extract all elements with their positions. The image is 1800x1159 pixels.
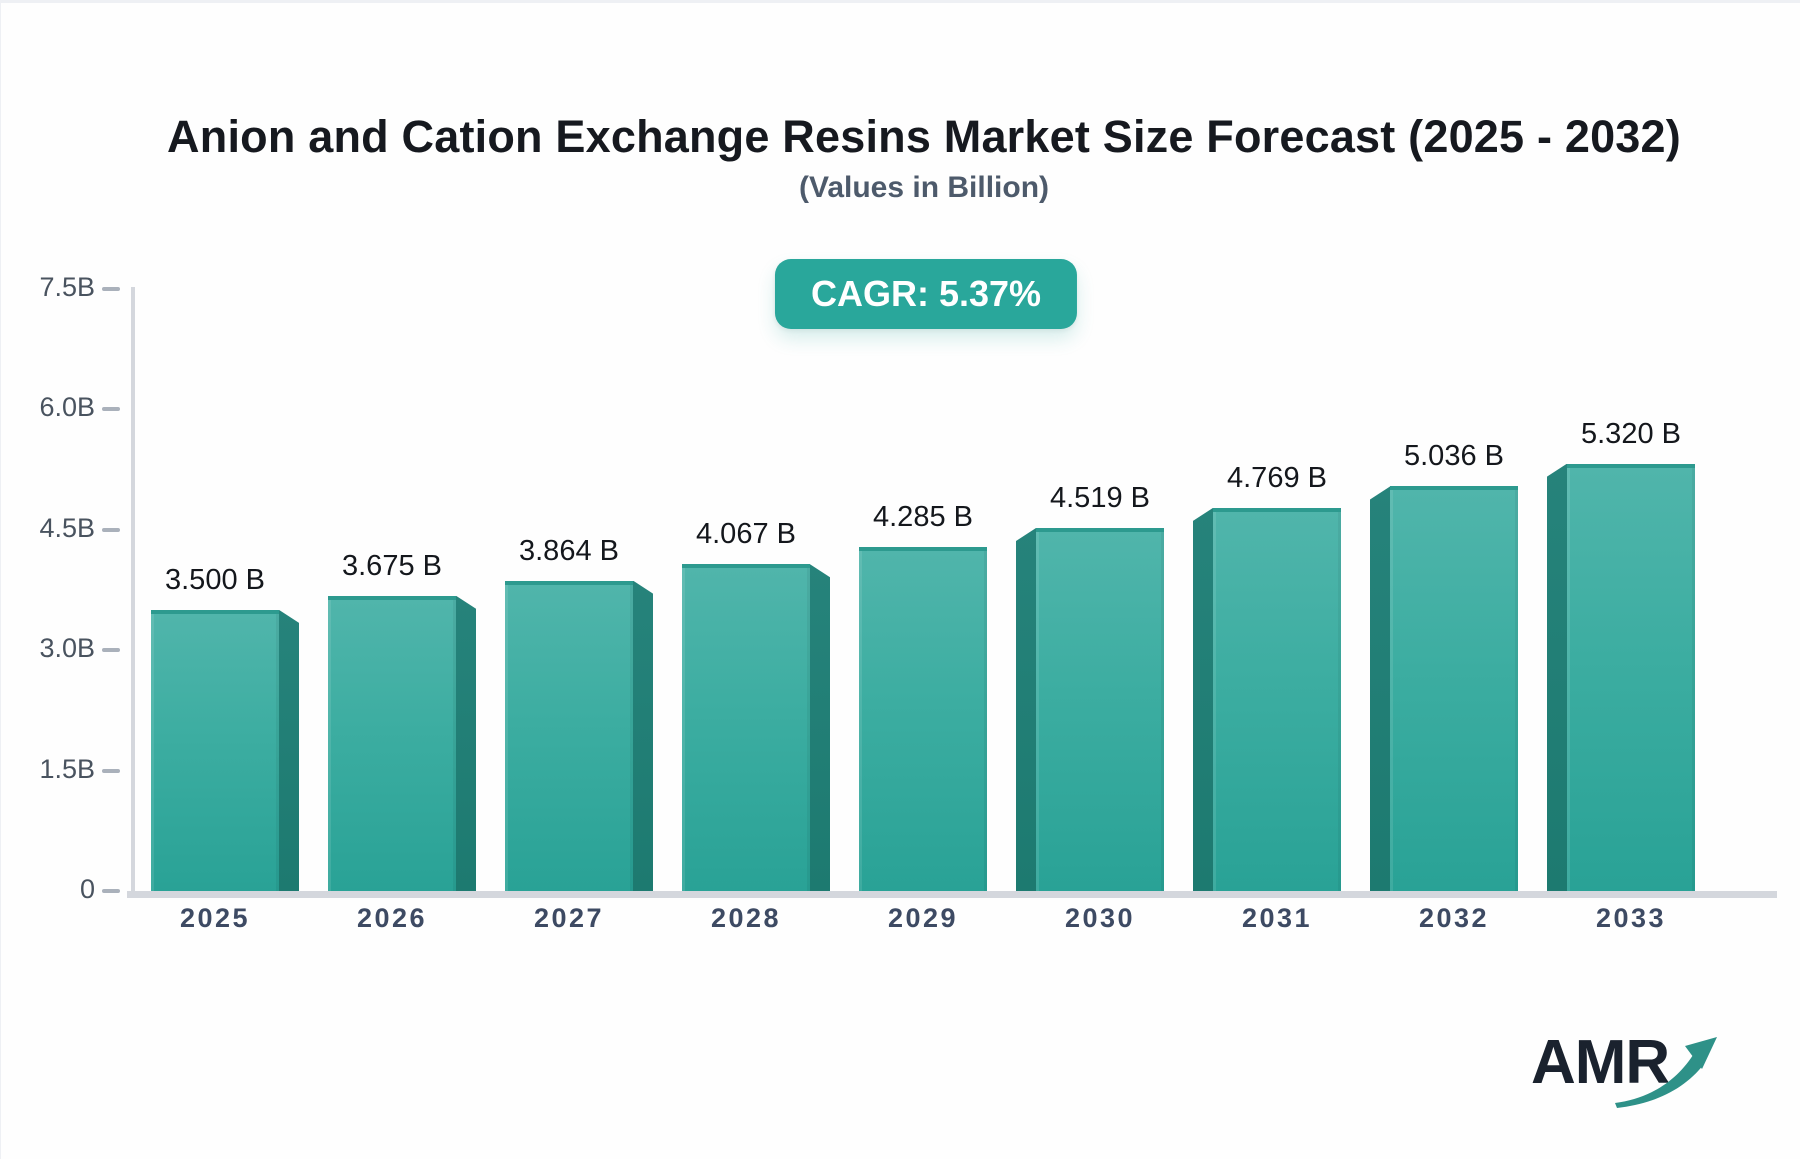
- y-tick-mark: [102, 286, 120, 291]
- amr-logo-text: AMR: [1531, 1028, 1670, 1097]
- cagr-badge: CAGR: 5.37%: [774, 259, 1078, 329]
- y-tick-label: 1.5B: [39, 753, 95, 784]
- bar-value-label: 4.519 B: [1050, 481, 1150, 514]
- x-axis-label-2025: 2025: [179, 903, 251, 933]
- y-tick-mark: [102, 889, 120, 893]
- bar-side-face: [279, 609, 299, 891]
- bar-2028: [682, 564, 810, 891]
- bar-side-face: [810, 564, 830, 891]
- chart-title: Anion and Cation Exchange Resins Market …: [167, 111, 1681, 162]
- bar-value-label: 4.067 B: [696, 518, 796, 551]
- bar-2029: [859, 546, 987, 891]
- x-axis-label-2031: 2031: [1241, 903, 1313, 933]
- bar-2033: [1567, 463, 1695, 891]
- bar-2027: [505, 580, 633, 891]
- chart-subtitle: (Values in Billion): [798, 171, 1050, 204]
- x-axis-label-2032: 2032: [1418, 903, 1490, 933]
- y-tick-mark: [102, 407, 120, 412]
- bar-side-face: [1016, 527, 1036, 891]
- y-tick-label: 4.5B: [39, 512, 95, 543]
- bar-side-face: [1547, 463, 1567, 891]
- bar-side-face: [633, 580, 653, 891]
- y-tick-label: 0: [79, 874, 95, 904]
- bar-side-face: [456, 595, 476, 891]
- y-tick-mark: [102, 648, 120, 652]
- x-axis-label-2027: 2027: [533, 903, 605, 933]
- bar-value-label: 4.769 B: [1227, 461, 1327, 494]
- bar-side-face: [1370, 486, 1390, 891]
- bar-2026: [328, 595, 456, 891]
- y-tick-mark: [102, 527, 120, 532]
- x-axis-label-2030: 2030: [1064, 903, 1136, 933]
- bar-value-label: 3.500 B: [165, 563, 265, 596]
- x-axis-label-2028: 2028: [710, 903, 782, 933]
- y-tick-mark: [102, 768, 120, 773]
- bar-2030: [1036, 527, 1164, 891]
- growth-arrow-icon: [1615, 1037, 1717, 1108]
- x-axis-line: [127, 891, 1777, 898]
- y-tick-label: 7.5B: [39, 271, 95, 302]
- bar-value-label: 5.320 B: [1581, 417, 1681, 450]
- bar-side-face: [1193, 507, 1213, 891]
- bar-2025: [151, 609, 279, 891]
- bar-2031: [1213, 507, 1341, 891]
- amr-logo: AMR: [1531, 1028, 1717, 1111]
- bar-value-label: 5.036 B: [1404, 440, 1504, 473]
- y-tick-label: 3.0B: [39, 633, 95, 663]
- x-axis-label-2033: 2033: [1595, 903, 1667, 933]
- x-axis-label-2026: 2026: [356, 903, 428, 933]
- y-axis-line: [131, 287, 135, 891]
- bar-2032: [1390, 486, 1518, 891]
- bar-value-label: 3.864 B: [519, 534, 619, 567]
- y-tick-label: 6.0B: [39, 392, 95, 423]
- bar-value-label: 3.675 B: [342, 549, 442, 582]
- bar-value-label: 4.285 B: [873, 500, 973, 533]
- x-axis-label-2029: 2029: [887, 903, 959, 933]
